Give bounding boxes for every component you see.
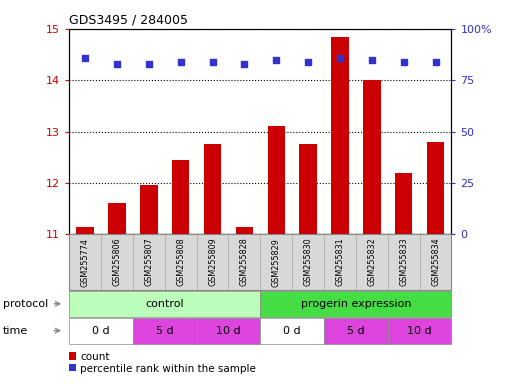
Text: 10 d: 10 d xyxy=(216,326,241,336)
Text: GSM255828: GSM255828 xyxy=(240,238,249,286)
Bar xyxy=(133,318,196,344)
Point xyxy=(176,59,185,65)
Text: GSM255832: GSM255832 xyxy=(367,238,377,286)
Text: percentile rank within the sample: percentile rank within the sample xyxy=(80,364,256,374)
Bar xyxy=(69,318,133,344)
Point xyxy=(272,56,281,63)
Text: GSM255774: GSM255774 xyxy=(81,238,90,286)
Bar xyxy=(363,80,381,234)
Bar xyxy=(133,234,165,290)
Bar xyxy=(69,234,101,290)
Text: progerin expression: progerin expression xyxy=(301,299,411,309)
Bar xyxy=(101,234,133,290)
Bar xyxy=(324,318,388,344)
Point xyxy=(304,59,312,65)
Text: GSM255830: GSM255830 xyxy=(304,238,312,286)
Text: 0 d: 0 d xyxy=(283,326,301,336)
Bar xyxy=(292,234,324,290)
Text: GDS3495 / 284005: GDS3495 / 284005 xyxy=(69,14,188,27)
Point xyxy=(208,59,216,65)
Bar xyxy=(356,234,388,290)
Point xyxy=(240,61,248,67)
Bar xyxy=(76,227,94,234)
Text: GSM255831: GSM255831 xyxy=(336,238,344,286)
Point xyxy=(81,55,89,61)
Text: count: count xyxy=(80,352,110,362)
Text: 10 d: 10 d xyxy=(407,326,432,336)
Bar xyxy=(331,36,349,234)
Text: GSM255806: GSM255806 xyxy=(112,238,122,286)
Bar xyxy=(427,142,444,234)
Bar xyxy=(420,234,451,290)
Bar xyxy=(388,234,420,290)
Bar xyxy=(228,234,261,290)
Text: 5 d: 5 d xyxy=(347,326,365,336)
Text: time: time xyxy=(3,326,28,336)
Bar xyxy=(196,318,261,344)
Point xyxy=(400,59,408,65)
Text: GSM255834: GSM255834 xyxy=(431,238,440,286)
Bar xyxy=(204,144,221,234)
Bar xyxy=(196,234,228,290)
Text: protocol: protocol xyxy=(3,299,48,309)
Text: GSM255807: GSM255807 xyxy=(144,238,153,286)
Text: 5 d: 5 d xyxy=(156,326,173,336)
Bar xyxy=(261,318,324,344)
Bar xyxy=(69,353,76,360)
Text: GSM255833: GSM255833 xyxy=(399,238,408,286)
Bar xyxy=(261,291,451,317)
Bar xyxy=(108,204,126,234)
Text: control: control xyxy=(146,299,184,309)
Text: GSM255809: GSM255809 xyxy=(208,238,217,286)
Bar xyxy=(140,185,157,234)
Point xyxy=(336,55,344,61)
Text: 0 d: 0 d xyxy=(92,326,110,336)
Bar xyxy=(324,234,356,290)
Bar xyxy=(261,234,292,290)
Bar xyxy=(165,234,196,290)
Bar xyxy=(69,291,261,317)
Text: GSM255808: GSM255808 xyxy=(176,238,185,286)
Bar xyxy=(235,227,253,234)
Point xyxy=(113,61,121,67)
Bar xyxy=(172,160,189,234)
Text: GSM255829: GSM255829 xyxy=(272,238,281,286)
Bar xyxy=(267,126,285,234)
Bar xyxy=(300,144,317,234)
Bar xyxy=(395,173,412,234)
Point xyxy=(145,61,153,67)
Point xyxy=(368,56,376,63)
Point xyxy=(431,59,440,65)
Bar xyxy=(388,318,451,344)
Bar xyxy=(69,364,76,371)
